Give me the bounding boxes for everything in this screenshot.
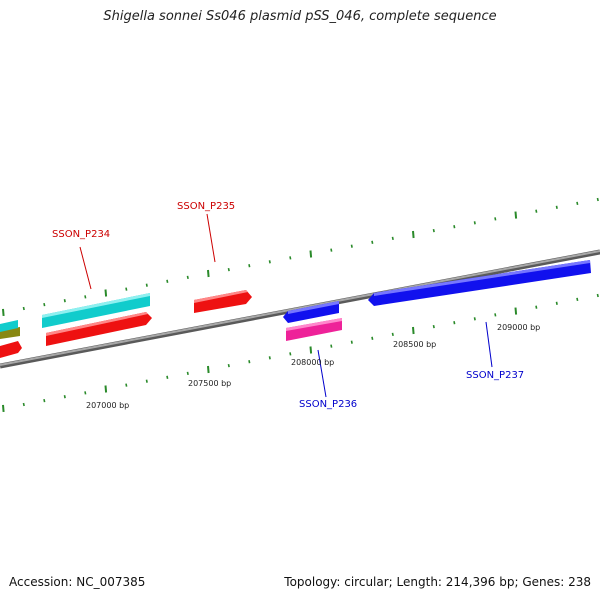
inner-track-tick bbox=[535, 305, 538, 309]
inner-track-tick bbox=[22, 402, 25, 407]
outer-track-tick bbox=[309, 250, 313, 258]
outer-track-tick bbox=[268, 260, 271, 264]
label-leaders bbox=[79, 213, 493, 398]
gene-labels: SSON_P234 SSON_P235 SSON_P236 SSON_P237 bbox=[52, 201, 524, 410]
inner-track-tick bbox=[166, 375, 169, 379]
outer-track-tick bbox=[186, 275, 189, 280]
inner-track-tick bbox=[104, 385, 108, 393]
gene-label-sson-p237[interactable]: SSON_P237 bbox=[466, 370, 524, 381]
outer-track-tick bbox=[289, 256, 292, 260]
outer-track-tick bbox=[432, 228, 435, 233]
outer-track-tick bbox=[514, 211, 518, 219]
feature-sson-p234-cyan[interactable] bbox=[42, 293, 150, 328]
outer-track-tick bbox=[207, 269, 210, 278]
inner-track-tick bbox=[473, 317, 476, 321]
outer-track-tick bbox=[22, 306, 25, 311]
inner-track-tick bbox=[350, 340, 353, 344]
inner-track-tick bbox=[248, 360, 251, 364]
inner-track-tick bbox=[227, 363, 230, 368]
outer-track-tick bbox=[494, 217, 497, 221]
inner-track-tick bbox=[494, 313, 497, 317]
inner-track-tick bbox=[330, 344, 333, 348]
inner-track-tick bbox=[309, 346, 313, 354]
outer-track-tick bbox=[453, 225, 456, 229]
outer-track-tick bbox=[330, 248, 333, 252]
outer-track-tick bbox=[576, 201, 579, 206]
outer-track-tick bbox=[145, 283, 148, 287]
bp-scale-labels: 207000 bp 207500 bp 208000 bp 208500 bp … bbox=[86, 323, 540, 410]
inner-track-tick bbox=[596, 293, 599, 298]
inner-track-tick bbox=[289, 352, 292, 356]
inner-track-tick bbox=[412, 326, 415, 335]
bp-label-208500: 208500 bp bbox=[393, 340, 436, 349]
outer-track-tick bbox=[125, 287, 128, 291]
outer-tick-track bbox=[2, 197, 599, 316]
outer-track-tick bbox=[371, 240, 374, 244]
outer-track-tick bbox=[84, 295, 87, 299]
feature-sson-p235[interactable] bbox=[194, 290, 252, 313]
inner-track-tick bbox=[453, 321, 456, 325]
inner-track-tick bbox=[207, 365, 210, 374]
inner-track-tick bbox=[186, 371, 189, 376]
inner-track-tick bbox=[125, 383, 128, 387]
outer-track-tick bbox=[596, 197, 599, 202]
inner-track-tick bbox=[268, 356, 271, 360]
accession-text: Accession: NC_007385 bbox=[9, 575, 146, 589]
inner-track-tick bbox=[43, 398, 46, 403]
outer-track-tick bbox=[104, 289, 108, 297]
inner-track-tick bbox=[2, 404, 5, 412]
bp-label-207500: 207500 bp bbox=[188, 379, 231, 388]
outer-track-tick bbox=[248, 264, 251, 268]
inner-track-tick bbox=[555, 301, 558, 305]
outer-track-tick bbox=[391, 236, 394, 241]
feature-sson-p237[interactable] bbox=[368, 260, 591, 306]
feature-red-partial[interactable] bbox=[0, 341, 22, 358]
outer-track-tick bbox=[63, 299, 66, 303]
outer-track-tick bbox=[412, 230, 415, 239]
outer-track-tick bbox=[473, 221, 476, 225]
outer-track-tick bbox=[166, 279, 169, 283]
outer-track-tick bbox=[555, 205, 558, 209]
feature-track bbox=[0, 260, 591, 358]
map-title: Shigella sonnei Ss046 plasmid pSS_046, c… bbox=[103, 9, 497, 24]
inner-track-tick bbox=[145, 379, 148, 383]
outer-track-tick bbox=[43, 302, 46, 307]
outer-track-tick bbox=[2, 308, 5, 316]
outer-track-tick bbox=[227, 267, 230, 272]
inner-track-tick bbox=[63, 395, 66, 399]
inner-track-tick bbox=[576, 297, 579, 302]
feature-sson-p236-magenta[interactable] bbox=[286, 318, 342, 341]
bp-label-207000: 207000 bp bbox=[86, 401, 129, 410]
inner-tick-track bbox=[2, 293, 599, 412]
gene-label-sson-p235[interactable]: SSON_P235 bbox=[177, 201, 235, 212]
bp-label-209000: 209000 bp bbox=[497, 323, 540, 332]
inner-track-tick bbox=[391, 332, 394, 337]
inner-track-tick bbox=[432, 324, 435, 329]
inner-track-tick bbox=[84, 391, 87, 395]
bp-label-208000: 208000 bp bbox=[291, 358, 334, 367]
map-summary-text: Topology: circular; Length: 214,396 bp; … bbox=[284, 575, 591, 589]
gene-label-sson-p236[interactable]: SSON_P236 bbox=[299, 399, 357, 410]
inner-track-tick bbox=[514, 307, 518, 315]
outer-track-tick bbox=[350, 244, 353, 248]
inner-track-tick bbox=[371, 336, 374, 340]
feature-cyan-partial[interactable] bbox=[0, 320, 18, 332]
feature-sson-p234-red[interactable] bbox=[46, 312, 152, 346]
outer-track-tick bbox=[535, 209, 538, 213]
gene-label-sson-p234[interactable]: SSON_P234 bbox=[52, 229, 110, 240]
